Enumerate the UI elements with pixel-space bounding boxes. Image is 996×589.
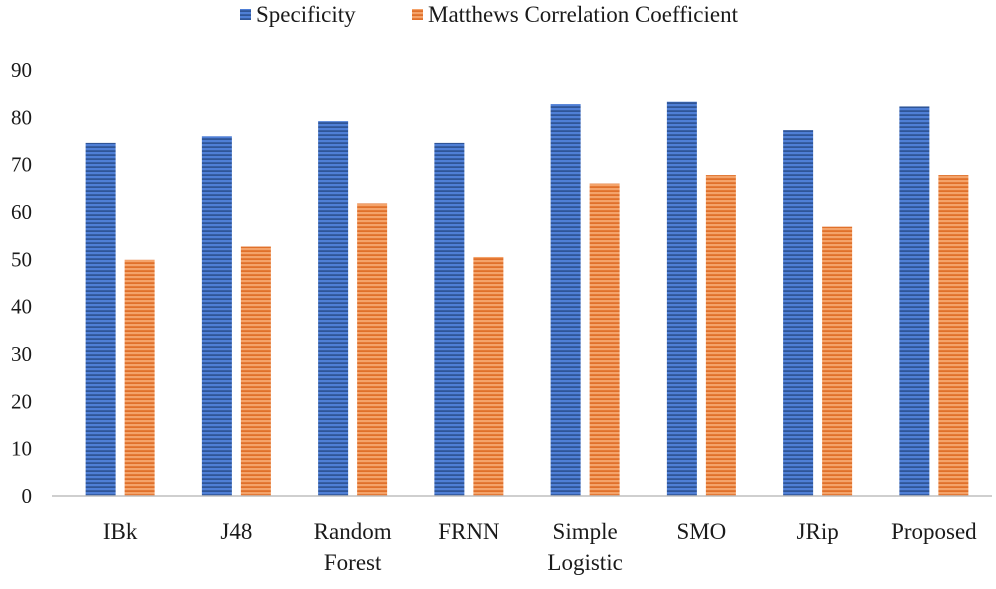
- bar-mcc-5: [589, 183, 620, 496]
- x-tick-label: Logistic: [547, 550, 622, 575]
- y-axis: 0 10 20 30 40 50 60 70 80 90: [11, 58, 32, 508]
- bar-specificity-8: [899, 106, 930, 497]
- legend-swatch-2: [412, 9, 423, 20]
- bar-specificity-2: [201, 136, 232, 496]
- legend-label-2: Matthews Correlation Coefficient: [428, 2, 739, 27]
- x-axis: IBk J48 Random Forest FRNN Simple Logistic SMO J…: [52, 495, 992, 575]
- x-tick-label: Forest: [324, 550, 382, 575]
- y-tick-label: 90: [11, 58, 32, 82]
- legend-label-1: Specificity: [256, 2, 356, 27]
- y-tick-label: 0: [22, 484, 33, 508]
- x-tick-label: IBk: [103, 519, 138, 544]
- x-tick-label: SMO: [676, 519, 726, 544]
- bar-mcc-1: [124, 259, 155, 496]
- bar-specificity-7: [783, 130, 814, 496]
- bars: [85, 101, 969, 497]
- legend-swatch-1: [240, 9, 251, 20]
- bar-specificity-4: [434, 142, 465, 497]
- y-tick-label: 70: [11, 153, 32, 177]
- y-tick-label: 20: [11, 389, 32, 413]
- bar-mcc-7: [822, 226, 853, 496]
- legend: Specificity Matthews Correlation Coeffici…: [240, 2, 739, 27]
- bar-mcc-2: [240, 246, 271, 496]
- y-tick-label: 60: [11, 200, 32, 224]
- x-tick-label: FRNN: [438, 519, 500, 544]
- x-tick-label: Random: [314, 519, 392, 544]
- x-tick-label: J48: [220, 519, 252, 544]
- y-tick-label: 80: [11, 105, 32, 129]
- y-tick-label: 10: [11, 437, 32, 461]
- bar-specificity-5: [550, 104, 581, 496]
- bar-mcc-4: [473, 256, 504, 496]
- y-tick-label: 50: [11, 247, 32, 271]
- bar-specificity-6: [666, 101, 697, 497]
- bar-specificity-1: [85, 142, 116, 497]
- bar-specificity-3: [318, 121, 349, 497]
- bar-mcc-3: [357, 203, 388, 497]
- y-tick-label: 40: [11, 295, 32, 319]
- bar-mcc-8: [938, 175, 969, 496]
- x-tick-label: Simple: [553, 519, 618, 544]
- y-tick-label: 30: [11, 342, 32, 366]
- x-tick-label: JRip: [797, 519, 839, 544]
- bar-mcc-6: [705, 175, 736, 496]
- x-tick-label: Proposed: [891, 519, 977, 544]
